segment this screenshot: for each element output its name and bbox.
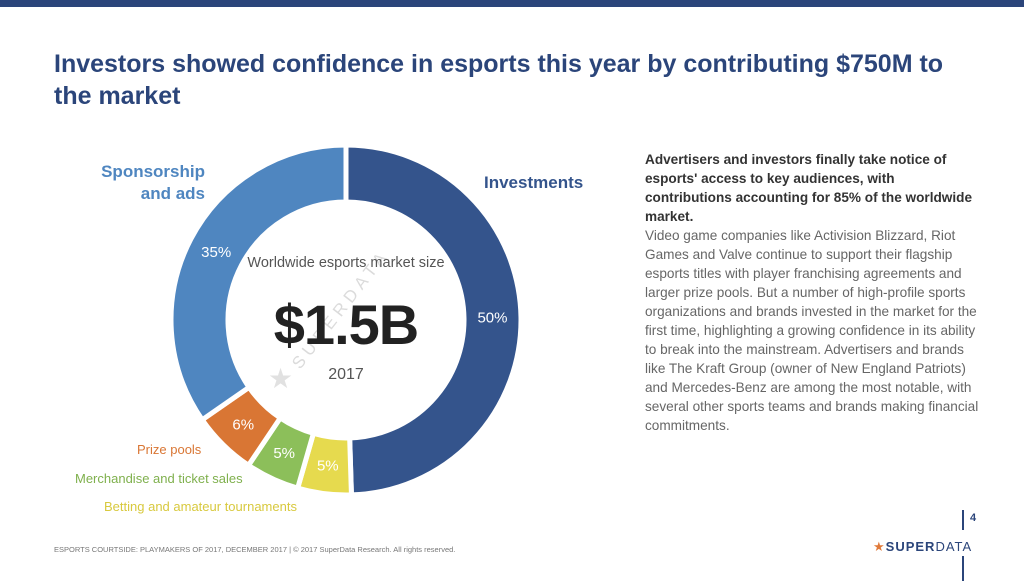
- legend-betting: Betting and amateur tournaments: [104, 499, 297, 514]
- slice-value-label: 35%: [201, 244, 231, 261]
- page-divider-top: [962, 510, 964, 530]
- svg-text:★: ★: [268, 363, 293, 394]
- slice-value-label: 5%: [317, 457, 339, 474]
- slice-value-label: 5%: [273, 445, 295, 462]
- footer-text: ESPORTS COURTSIDE: PLAYMAKERS OF 2017, D…: [54, 545, 456, 554]
- body-lead: Advertisers and investors finally take n…: [645, 152, 973, 224]
- body-paragraph: Video game companies like Activision Bli…: [645, 228, 979, 433]
- slice-value-label: 6%: [232, 416, 254, 433]
- legend-sponsorship-line2: and ads: [140, 184, 205, 203]
- legend-sponsorship: Sponsorship and ads: [60, 161, 205, 205]
- page-title: Investors showed confidence in esports t…: [54, 50, 944, 110]
- logo-text: DATA: [935, 539, 973, 554]
- legend-prize-pools: Prize pools: [137, 442, 202, 457]
- center-label: Worldwide esports market size: [247, 255, 445, 271]
- top-bar: [0, 0, 1024, 7]
- page-number: 4: [970, 512, 977, 524]
- star-icon: ★: [873, 539, 886, 554]
- legend-sponsorship-line1: Sponsorship: [101, 162, 205, 181]
- superdata-logo: ★SUPERDATA: [873, 539, 972, 555]
- logo-text-bold: SUPER: [885, 539, 936, 554]
- body-text: Advertisers and investors finally take n…: [645, 150, 980, 435]
- center-year: 2017: [328, 366, 364, 383]
- slice-sponsorship-and-ads: [168, 142, 349, 424]
- page-divider-bottom: [962, 556, 964, 581]
- slice-investments: [343, 142, 524, 498]
- slice-value-label: 50%: [477, 310, 507, 327]
- legend-merchandise: Merchandise and ticket sales: [75, 471, 243, 486]
- center-value: $1.5B: [273, 293, 419, 356]
- legend-investments: Investments: [484, 173, 584, 192]
